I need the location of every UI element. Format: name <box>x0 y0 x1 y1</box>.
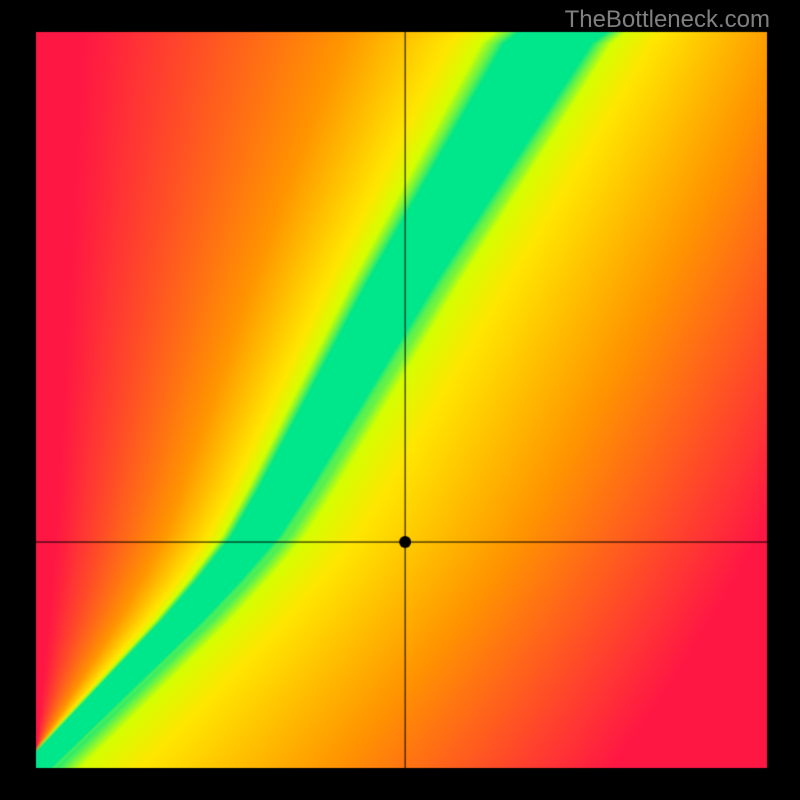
heatmap-canvas <box>0 0 800 800</box>
chart-container: TheBottleneck.com <box>0 0 800 800</box>
watermark-text: TheBottleneck.com <box>565 6 770 34</box>
